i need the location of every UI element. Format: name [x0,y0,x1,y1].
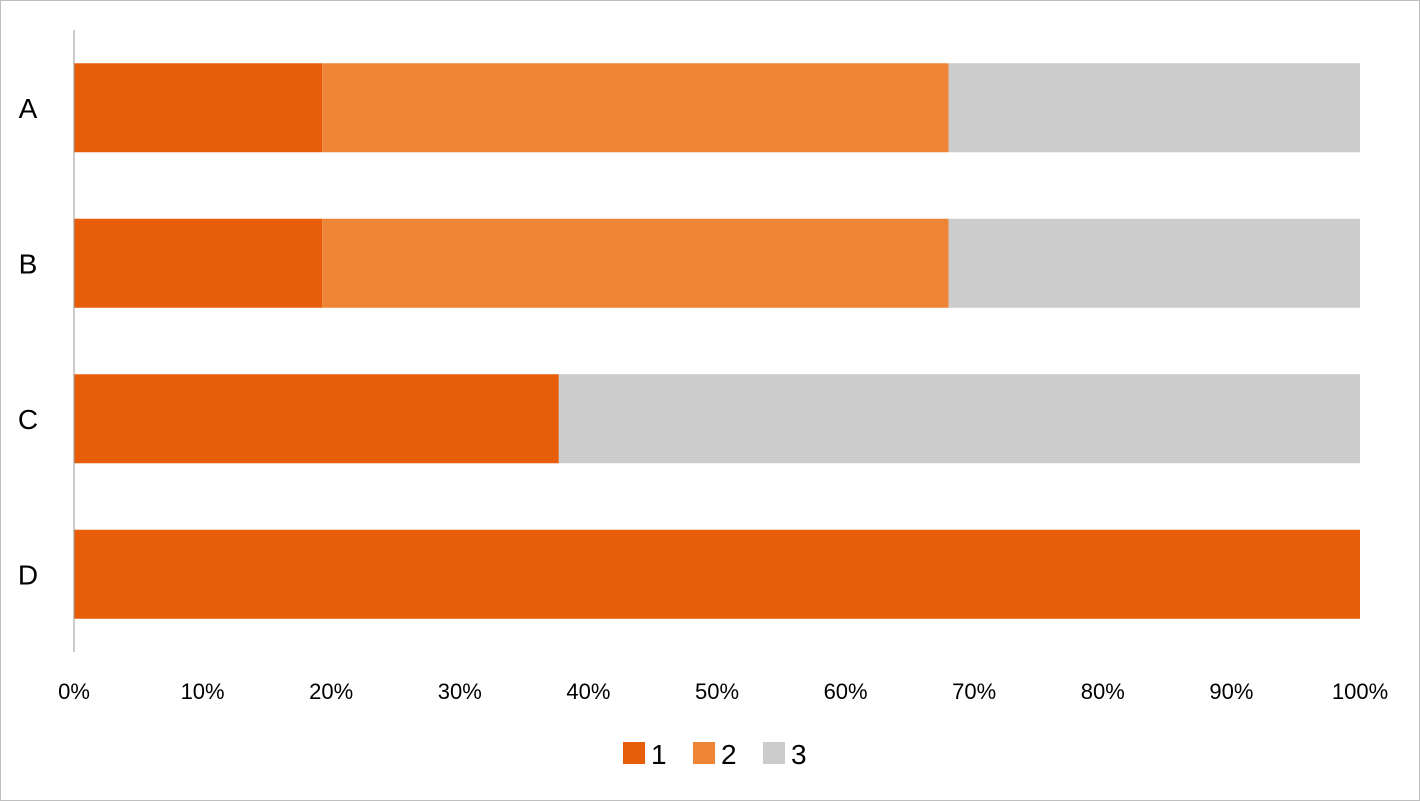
category-label-c: C [18,404,38,435]
bar-c-series-1 [74,374,559,464]
x-tick-label-6: 60% [824,679,868,704]
legend-swatch-2 [693,742,715,764]
x-tick-label-9: 90% [1209,679,1253,704]
legend-label-3: 3 [791,739,807,770]
legend-label-1: 1 [651,739,667,770]
bar-d-series-1 [74,529,1360,619]
bar-b-series-1 [74,218,323,308]
x-tick-label-4: 40% [566,679,610,704]
category-label-d: D [18,559,38,590]
bars-group [74,63,1360,619]
x-tick-label-5: 50% [695,679,739,704]
legend-swatch-3 [763,742,785,764]
bar-a-series-3 [948,63,1360,153]
category-label-a: A [19,93,38,124]
x-tick-label-8: 80% [1081,679,1125,704]
x-tick-label-0: 0% [58,679,90,704]
bar-a-series-2 [322,63,949,153]
legend-label-2: 2 [721,739,737,770]
x-tick-labels: 0% 10% 20% 30% 40% 50% 60% 70% 80% 90% 100% [58,679,1388,704]
bar-b-series-2 [322,218,949,308]
bar-c-series-3 [558,374,1360,464]
x-tick-label-3: 30% [438,679,482,704]
legend-swatch-1 [623,742,645,764]
category-labels: A B C D [18,93,38,591]
bar-b-series-3 [948,218,1360,308]
x-tick-label-1: 10% [181,679,225,704]
x-tick-label-10: 100% [1332,679,1388,704]
legend: 1 2 3 [623,739,807,770]
category-label-b: B [19,248,38,279]
bar-a-series-1 [74,63,323,153]
x-tick-label-7: 70% [952,679,996,704]
x-tick-label-2: 20% [309,679,353,704]
